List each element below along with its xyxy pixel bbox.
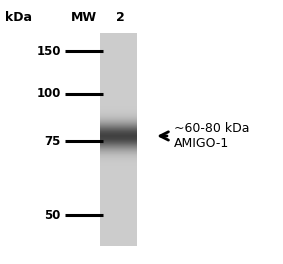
- Text: MW: MW: [70, 11, 97, 24]
- Text: AMIGO-1: AMIGO-1: [174, 137, 229, 150]
- Text: 100: 100: [37, 87, 61, 100]
- Text: kDa: kDa: [5, 11, 32, 24]
- Text: 150: 150: [36, 45, 61, 58]
- Text: 50: 50: [44, 209, 61, 222]
- Text: ~60-80 kDa: ~60-80 kDa: [174, 121, 250, 135]
- Text: 75: 75: [44, 135, 61, 148]
- Text: 2: 2: [116, 11, 125, 24]
